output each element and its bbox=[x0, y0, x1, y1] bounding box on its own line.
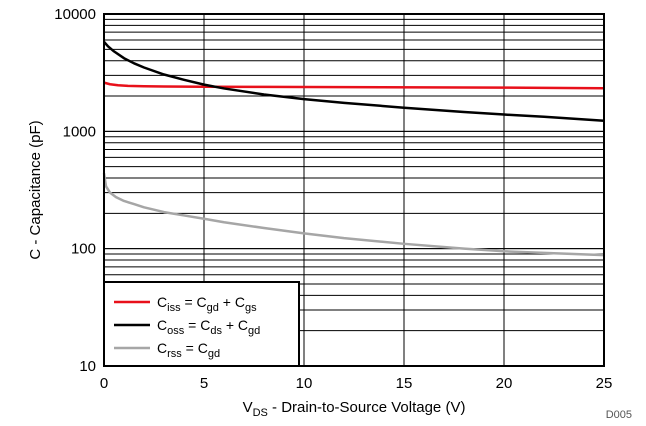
legend-label-part: + C bbox=[222, 317, 248, 333]
y-tick-label: 10000 bbox=[54, 6, 96, 23]
legend-label-2: Coss = Cds + Cgd bbox=[157, 317, 260, 337]
legend-label-part: C bbox=[157, 294, 167, 310]
x-tick-label: 0 bbox=[100, 375, 108, 392]
legend-label-subscript: iss bbox=[167, 302, 181, 314]
legend-label-part: = C bbox=[182, 340, 208, 356]
x-axis-label-subscript: DS bbox=[253, 407, 268, 419]
x-tick-label: 15 bbox=[396, 375, 413, 392]
x-axis-label-main: V bbox=[243, 399, 253, 416]
legend-label-part: = C bbox=[184, 317, 210, 333]
y-tick-label: 10 bbox=[79, 358, 96, 375]
legend-label-part: + C bbox=[219, 294, 245, 310]
legend-label-1: Ciss = Cgd + Cgs bbox=[157, 294, 257, 314]
legend-label-subscript: ds bbox=[210, 325, 222, 337]
legend-label-subscript: gd bbox=[208, 348, 220, 360]
series-layer bbox=[102, 40, 605, 257]
legend-label-subscript: gd bbox=[248, 325, 260, 337]
y-tick-label: 100 bbox=[71, 241, 96, 258]
x-tick-label: 25 bbox=[596, 375, 613, 392]
series-line-3 bbox=[102, 172, 605, 257]
legend-label-part: C bbox=[157, 340, 167, 356]
series-line-1 bbox=[103, 81, 605, 90]
legend-label-subscript: gs bbox=[245, 302, 257, 314]
x-tick-label: 10 bbox=[296, 375, 313, 392]
legend-label-part: = C bbox=[181, 294, 207, 310]
x-axis-label: VDS - Drain-to-Source Voltage (V) bbox=[243, 399, 466, 419]
legend-label-subscript: gd bbox=[207, 302, 219, 314]
x-tick-label: 20 bbox=[496, 375, 513, 392]
x-axis-label-rest: - Drain-to-Source Voltage (V) bbox=[268, 399, 466, 416]
legend-label-subscript: oss bbox=[167, 325, 185, 337]
series-line-2 bbox=[103, 40, 605, 123]
legend-label-subscript: rss bbox=[167, 348, 182, 360]
legend-label-part: C bbox=[157, 317, 167, 333]
plot-frame bbox=[103, 13, 605, 367]
y-tick-label: 1000 bbox=[63, 123, 96, 140]
figure-id: D005 bbox=[606, 409, 632, 421]
y-axis-label: C - Capacitance (pF) bbox=[27, 120, 44, 259]
x-tick-label: 5 bbox=[200, 375, 208, 392]
legend-label-3: Crss = Cgd bbox=[157, 340, 220, 360]
tick-labels: 0 5 10 15 20 25 10 100 1000 10000 bbox=[54, 6, 612, 392]
